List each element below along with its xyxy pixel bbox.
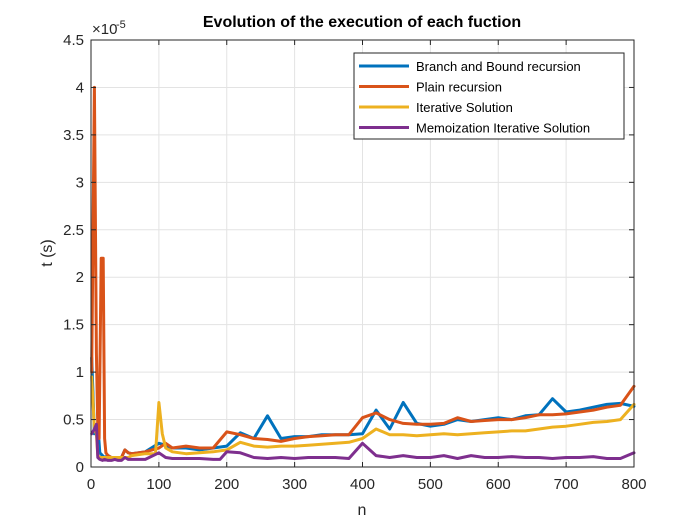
series-line-iterative-solution	[90, 375, 636, 459]
series-line-memoization-iterative-solution	[90, 422, 636, 462]
legend-label-memoization-iterative-solution: Memoization Iterative Solution	[416, 121, 590, 136]
x-tick-label: 800	[621, 476, 646, 493]
x-tick-label: 600	[486, 476, 511, 493]
legend-label-branch-and-bound-recursion: Branch and Bound recursion	[416, 59, 581, 74]
y-tick-label: 2	[76, 269, 84, 286]
x-tick-label: 700	[554, 476, 579, 493]
series-line-plain-recursion	[90, 85, 636, 459]
tick-labels: 0 100 200 300 400 500 600 700 800 0 0.5 1 1.5 2 2.5 3 3.…	[63, 32, 646, 493]
y-tick-label: 3.5	[63, 127, 84, 144]
x-tick-label: 300	[282, 476, 307, 493]
y-exponent-base: ×10	[92, 21, 117, 38]
x-tick-label: 400	[350, 476, 375, 493]
x-tick-label: 500	[418, 476, 443, 493]
y-exponent-power: -5	[116, 19, 126, 31]
y-axis-label: t (s)	[39, 239, 56, 267]
y-exponent: ×10 -5	[92, 19, 126, 38]
legend-label-plain-recursion: Plain recursion	[416, 80, 502, 95]
axis-ticks	[90, 39, 635, 468]
legend: Branch and Bound recursion Plain recursio…	[353, 52, 625, 140]
legend-label-iterative-solution: Iterative Solution	[416, 100, 513, 115]
y-tick-label: 0	[76, 459, 84, 476]
y-tick-label: 1	[76, 364, 84, 381]
y-tick-label: 2.5	[63, 222, 84, 239]
y-tick-label: 0.5	[63, 412, 84, 429]
y-tick-label: 4.5	[63, 32, 84, 49]
x-tick-label: 0	[87, 476, 95, 493]
x-tick-label: 100	[146, 476, 171, 493]
y-tick-label: 3	[76, 174, 84, 191]
series-layer	[90, 85, 636, 462]
y-tick-label: 4	[76, 79, 84, 96]
y-tick-label: 1.5	[63, 317, 84, 334]
chart-title: Evolution of the execution of each fucti…	[203, 14, 521, 31]
x-tick-label: 200	[214, 476, 239, 493]
x-axis-label: n	[358, 502, 367, 519]
